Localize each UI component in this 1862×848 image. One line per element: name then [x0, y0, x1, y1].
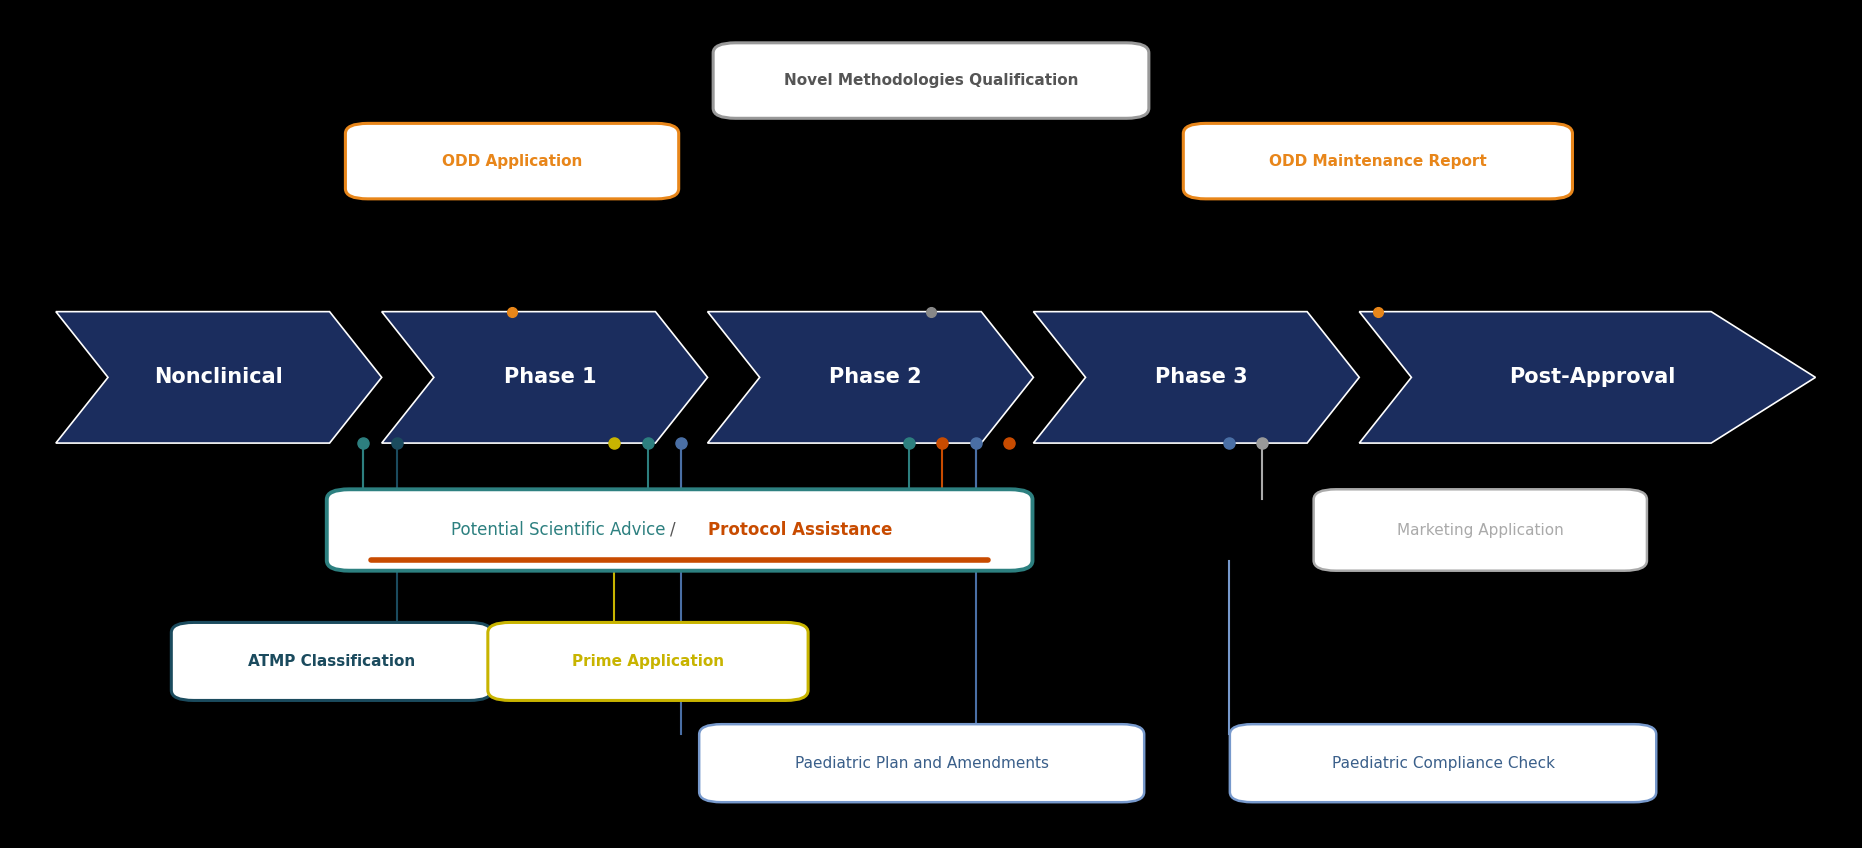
FancyBboxPatch shape [1315, 489, 1648, 571]
Text: /: / [670, 521, 681, 539]
Text: Prime Application: Prime Application [572, 654, 724, 669]
Text: ATMP Classification: ATMP Classification [248, 654, 415, 669]
Text: Paediatric Plan and Amendments: Paediatric Plan and Amendments [795, 756, 1048, 771]
Polygon shape [382, 312, 708, 443]
Text: Phase 2: Phase 2 [829, 367, 922, 388]
Text: Protocol Assistance: Protocol Assistance [708, 521, 892, 539]
Polygon shape [1033, 312, 1359, 443]
FancyBboxPatch shape [488, 622, 808, 700]
Text: ODD Application: ODD Application [441, 153, 583, 169]
FancyBboxPatch shape [1229, 724, 1657, 802]
Text: Nonclinical: Nonclinical [155, 367, 283, 388]
Polygon shape [708, 312, 1033, 443]
FancyBboxPatch shape [328, 489, 1032, 571]
Text: Novel Methodologies Qualification: Novel Methodologies Qualification [784, 73, 1078, 88]
Text: Phase 1: Phase 1 [503, 367, 596, 388]
Text: Post-Approval: Post-Approval [1510, 367, 1676, 388]
FancyBboxPatch shape [700, 724, 1143, 802]
Polygon shape [56, 312, 382, 443]
Text: ODD Maintenance Report: ODD Maintenance Report [1270, 153, 1486, 169]
Text: Potential Scientific Advice: Potential Scientific Advice [451, 521, 670, 539]
Text: Marketing Application: Marketing Application [1396, 522, 1564, 538]
Text: Paediatric Compliance Check: Paediatric Compliance Check [1331, 756, 1555, 771]
FancyBboxPatch shape [346, 124, 678, 199]
Polygon shape [1359, 312, 1815, 443]
FancyBboxPatch shape [713, 42, 1149, 118]
FancyBboxPatch shape [171, 622, 492, 700]
FancyBboxPatch shape [1184, 124, 1572, 199]
Text: Phase 3: Phase 3 [1154, 367, 1248, 388]
